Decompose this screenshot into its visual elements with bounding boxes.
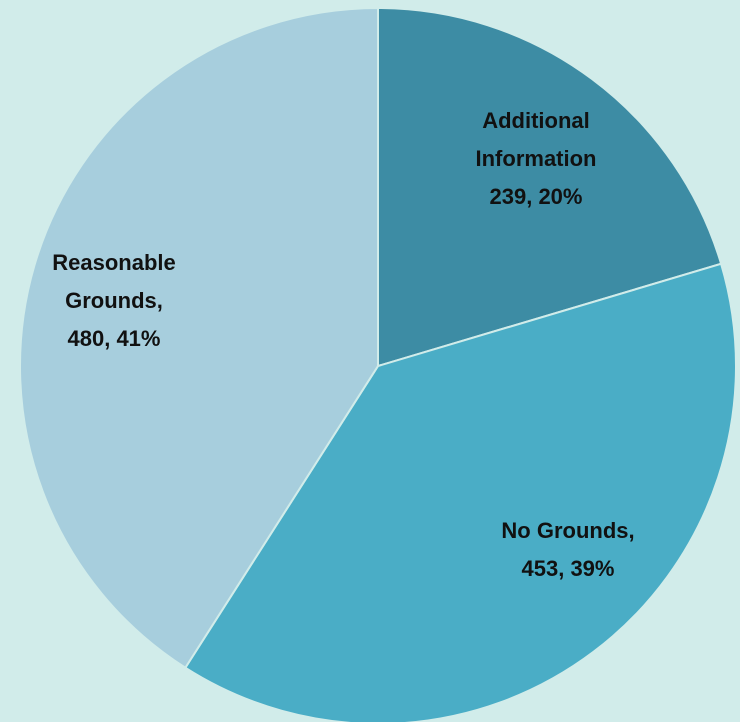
data-label-line: 239, 20% <box>490 184 583 209</box>
pie-slice-reasonable-grounds <box>19 6 379 670</box>
data-label-line: No Grounds, <box>501 518 634 543</box>
data-label-reasonable-grounds: Reasonable Grounds, 480, 41% <box>52 250 176 351</box>
data-label-line: 453, 39% <box>522 556 615 581</box>
pie-slice-additional-information <box>377 6 723 368</box>
data-label-additional-information: Additional Information 239, 20% <box>476 108 597 209</box>
data-label-no-grounds: No Grounds, 453, 39% <box>501 518 634 581</box>
data-label-line: Information <box>476 146 597 171</box>
pie-slice-no-grounds <box>183 262 737 722</box>
data-label-line: Grounds, <box>65 288 163 313</box>
data-label-line: Additional <box>482 108 590 133</box>
data-label-line: Reasonable <box>52 250 176 275</box>
data-label-line: 480, 41% <box>68 326 161 351</box>
